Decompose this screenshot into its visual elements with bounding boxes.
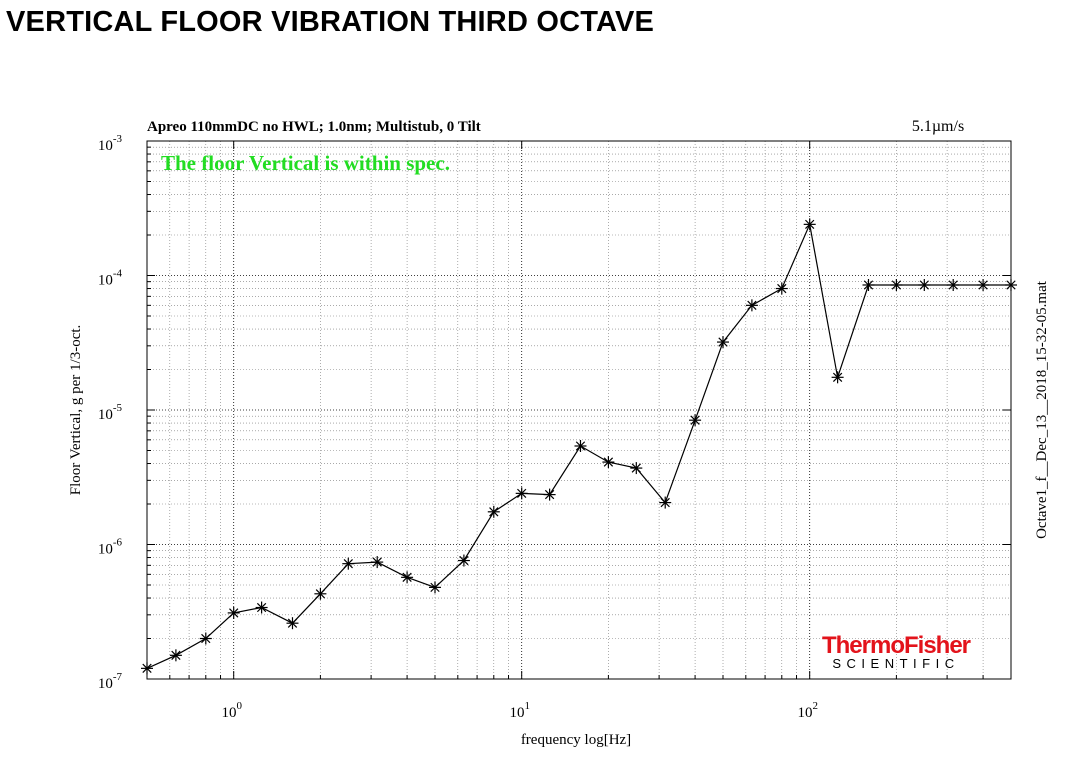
y-tick-labels: 10-7 10-6 10-5 10-4 10-3 xyxy=(98,133,123,692)
thermofisher-logo: ThermoFisher SCIENTIFIC xyxy=(822,632,972,671)
data-point-marker xyxy=(689,414,702,427)
data-point-marker xyxy=(574,439,587,452)
data-point-marker xyxy=(515,487,528,500)
data-point-marker xyxy=(255,601,268,614)
y-tick-label: 10-5 xyxy=(98,402,123,423)
y-tick-label: 10-6 xyxy=(98,537,123,558)
data-point-marker xyxy=(314,587,327,600)
data-point-marker xyxy=(342,557,355,570)
data-point-marker xyxy=(775,282,788,295)
data-point-marker xyxy=(141,662,153,675)
data-point-marker xyxy=(630,462,643,475)
data-point-marker xyxy=(429,581,441,594)
logo-subtitle: SCIENTIFIC xyxy=(832,656,959,671)
data-point-marker xyxy=(602,456,615,469)
x-tick-labels: 100 101 102 xyxy=(221,700,818,721)
minor-grid xyxy=(146,141,1012,679)
data-point-marker xyxy=(947,278,960,291)
data-point-marker xyxy=(862,278,875,291)
data-point-marker xyxy=(918,278,931,291)
data-point-marker xyxy=(371,556,384,569)
data-point-marker xyxy=(745,299,758,312)
y-axis-label: Floor Vertical, g per 1/3-oct. xyxy=(68,325,84,496)
velocity-label: 5.1µm/s xyxy=(912,118,964,135)
axis-ticks xyxy=(146,140,1012,680)
data-point-marker xyxy=(487,505,500,518)
x-tick-label: 102 xyxy=(797,700,818,721)
y-tick-label: 10-7 xyxy=(98,671,123,692)
logo-wordmark: ThermoFisher xyxy=(822,632,971,659)
data-point-marker xyxy=(831,371,844,384)
data-point-marker xyxy=(401,571,414,584)
chart-title: Apreo 110mmDC no HWL; 1.0nm; Multistub, … xyxy=(147,119,481,135)
x-tick-label: 101 xyxy=(509,700,530,721)
y-tick-label: 10-3 xyxy=(98,133,123,154)
spec-status-text: The floor Vertical is within spec. xyxy=(161,151,450,175)
file-name-label: Octave1_f__Dec_13__2018_15-32-05.mat xyxy=(1034,280,1050,539)
data-markers xyxy=(141,218,1017,675)
data-point-marker xyxy=(457,554,470,567)
data-point-marker xyxy=(803,218,816,231)
x-tick-label: 100 xyxy=(221,700,242,721)
data-point-marker xyxy=(659,496,672,509)
data-point-marker xyxy=(199,632,212,645)
data-point-marker xyxy=(1005,278,1017,291)
data-point-marker xyxy=(286,617,299,630)
data-point-marker xyxy=(543,488,556,501)
y-tick-label: 10-4 xyxy=(98,268,123,289)
x-axis-label: frequency log[Hz] xyxy=(521,732,631,748)
data-point-marker xyxy=(977,278,990,291)
data-point-marker xyxy=(717,336,729,349)
data-point-marker xyxy=(227,606,240,619)
data-point-marker xyxy=(169,649,182,662)
data-point-marker xyxy=(890,278,903,291)
page-title: VERTICAL FLOOR VIBRATION THIRD OCTAVE xyxy=(6,6,655,38)
